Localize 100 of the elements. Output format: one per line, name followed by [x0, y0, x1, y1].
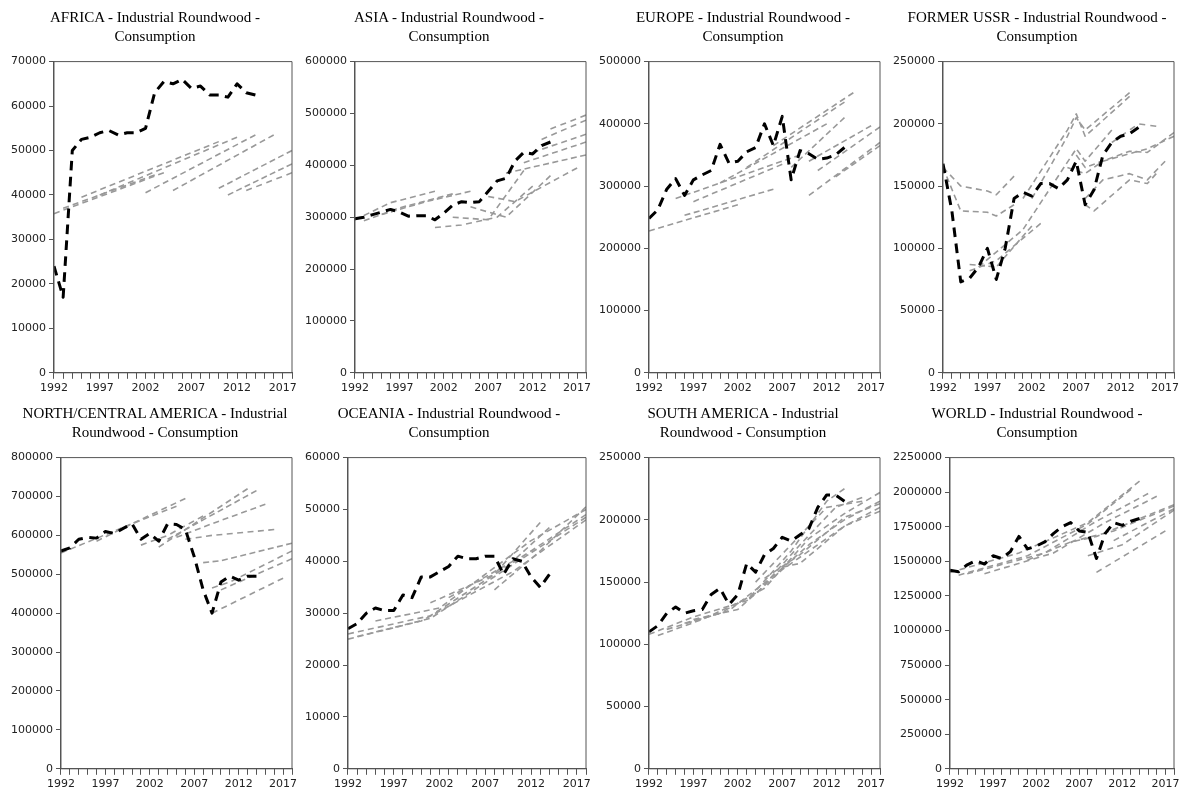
y-tick-label: 250000: [899, 727, 942, 741]
y-tick-label: 60000: [304, 450, 340, 464]
y-tick-label: 10000: [304, 709, 340, 723]
x-tick-label: 2002: [723, 381, 752, 395]
y-tick-label: 200000: [892, 116, 935, 130]
y-tick-label: 500000: [598, 54, 641, 68]
x-tick-label: 1992: [340, 381, 369, 395]
x-tick-label: 1997: [379, 777, 408, 791]
x-tick-label: 1992: [39, 381, 68, 395]
x-tick-label: 2002: [723, 777, 752, 791]
x-tick-label: 2012: [223, 381, 252, 395]
x-tick-label: 1997: [385, 381, 414, 395]
y-tick-label: 250000: [598, 450, 641, 464]
y-tick-label: 60000: [10, 98, 46, 112]
y-tick-label: 400000: [10, 606, 53, 620]
x-tick-label: 1992: [935, 777, 964, 791]
x-tick-label: 1992: [634, 381, 663, 395]
x-tick-label: 1992: [46, 777, 75, 791]
x-tick-label: 2012: [517, 777, 546, 791]
y-tick-label: 30000: [304, 606, 340, 620]
x-tick-label: 2002: [1022, 777, 1051, 791]
chart-title: AFRICA - Industrial Roundwood - Consumption: [49, 8, 261, 46]
y-tick-label: 1250000: [892, 588, 942, 602]
chart-title: ASIA - Industrial Roundwood - Consumption: [353, 8, 545, 46]
y-tick-label: 200000: [304, 261, 347, 275]
y-tick-label: 100000: [10, 722, 53, 736]
y-tick-label: 40000: [10, 187, 46, 201]
y-tick-label: 300000: [10, 644, 53, 658]
y-tick-label: 50000: [605, 699, 641, 713]
x-tick-label: 2007: [768, 381, 797, 395]
y-tick-label: 100000: [598, 303, 641, 317]
x-tick-label: 2012: [1106, 381, 1135, 395]
y-tick-label: 20000: [10, 276, 46, 290]
chart-title: FORMER USSR - Industrial Roundwood - Consumption: [906, 8, 1168, 46]
y-tick-label: 50000: [10, 143, 46, 157]
y-tick-label: 150000: [598, 574, 641, 588]
y-tick-label: 10000: [10, 321, 46, 335]
x-tick-label: 2017: [562, 777, 591, 791]
y-tick-label: 500000: [304, 106, 347, 120]
y-tick-label: 700000: [10, 489, 53, 503]
y-tick-label: 500000: [899, 692, 942, 706]
x-tick-label: 2007: [471, 777, 500, 791]
chart-title: OCEANIA - Industrial Roundwood - Consumption: [336, 404, 562, 442]
y-tick-label: 750000: [899, 657, 942, 671]
chart-title: NORTH/CENTRAL AMERICA - Industrial Roundwood - Consumption: [21, 404, 289, 442]
y-tick-label: 600000: [304, 54, 347, 68]
x-tick-label: 2007: [1062, 381, 1091, 395]
y-tick-label: 1000000: [892, 623, 942, 637]
x-tick-label: 2017: [857, 777, 886, 791]
y-tick-label: 30000: [10, 232, 46, 246]
y-tick-label: 0: [38, 365, 46, 379]
y-tick-label: 200000: [598, 241, 641, 255]
x-tick-label: 1992: [634, 777, 663, 791]
y-tick-label: 200000: [598, 512, 641, 526]
y-tick-label: 1500000: [892, 554, 942, 568]
y-tick-label: 100000: [892, 241, 935, 255]
x-tick-label: 2007: [1065, 777, 1094, 791]
x-tick-label: 2002: [1017, 381, 1046, 395]
y-tick-label: 2250000: [892, 450, 942, 464]
x-tick-label: 2007: [768, 777, 797, 791]
x-tick-label: 2007: [180, 777, 209, 791]
x-tick-label: 1997: [973, 381, 1002, 395]
y-tick-label: 600000: [10, 528, 53, 542]
x-tick-label: 2012: [1108, 777, 1137, 791]
y-tick-label: 150000: [892, 178, 935, 192]
y-tick-label: 40000: [304, 554, 340, 568]
y-tick-label: 2000000: [892, 485, 942, 499]
y-tick-label: 0: [927, 365, 935, 379]
y-tick-label: 0: [633, 365, 641, 379]
x-tick-label: 2002: [429, 381, 458, 395]
y-tick-label: 1750000: [892, 519, 942, 533]
x-tick-label: 2017: [268, 381, 297, 395]
y-tick-label: 300000: [304, 210, 347, 224]
y-tick-label: 20000: [304, 657, 340, 671]
x-tick-label: 2017: [1151, 381, 1180, 395]
y-tick-label: 0: [339, 365, 347, 379]
x-tick-label: 2017: [1151, 777, 1180, 791]
y-tick-label: 100000: [304, 313, 347, 327]
y-tick-label: 50000: [899, 303, 935, 317]
x-tick-label: 2002: [135, 777, 164, 791]
y-tick-label: 0: [45, 761, 53, 775]
y-tick-label: 100000: [598, 637, 641, 651]
y-tick-label: 800000: [10, 450, 53, 464]
chart-title: WORLD - Industrial Roundwood - Consumption: [930, 404, 1144, 442]
x-tick-label: 2017: [857, 381, 886, 395]
y-tick-label: 200000: [10, 683, 53, 697]
y-tick-label: 70000: [10, 54, 46, 68]
x-tick-label: 2017: [269, 777, 298, 791]
chart-title: EUROPE - Industrial Roundwood - Consumption: [634, 8, 852, 46]
x-tick-label: 1992: [928, 381, 957, 395]
x-tick-label: 2002: [425, 777, 454, 791]
x-tick-label: 1997: [85, 381, 114, 395]
chart-title: SOUTH AMERICA - Industrial Roundwood - Consumption: [646, 404, 840, 442]
y-tick-label: 250000: [892, 54, 935, 68]
x-tick-label: 2012: [812, 381, 841, 395]
y-tick-label: 300000: [598, 178, 641, 192]
x-tick-label: 1997: [679, 777, 708, 791]
x-tick-label: 1997: [91, 777, 120, 791]
x-tick-label: 2017: [563, 381, 592, 395]
y-tick-label: 0: [934, 761, 942, 775]
